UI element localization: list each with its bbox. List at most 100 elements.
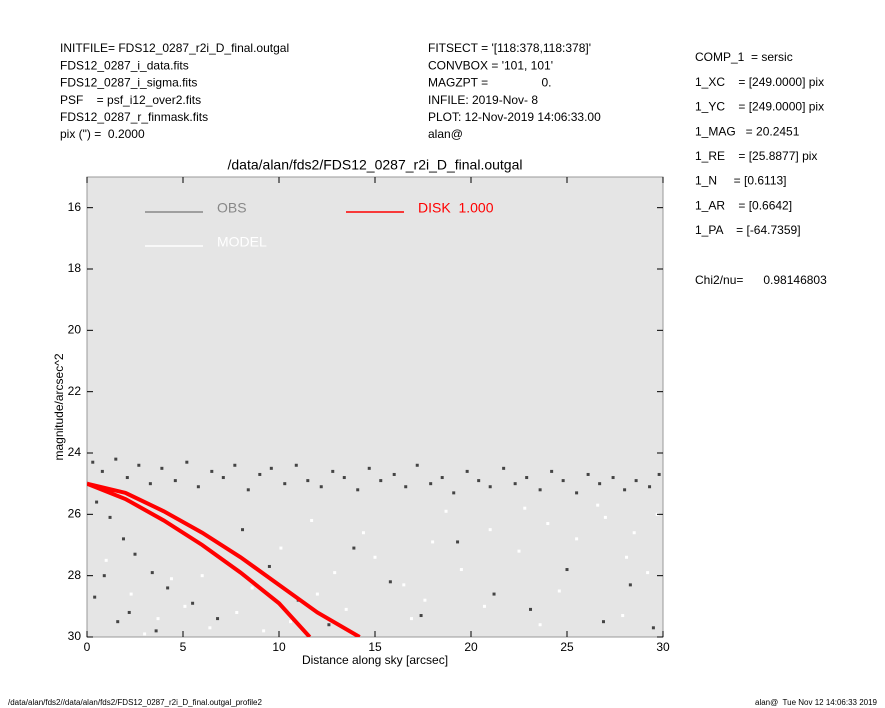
data-point bbox=[621, 614, 625, 618]
data-point bbox=[601, 620, 605, 624]
data-point bbox=[250, 586, 254, 590]
data-point bbox=[465, 469, 469, 473]
data-point bbox=[550, 469, 554, 473]
data-point bbox=[121, 537, 125, 541]
x-tick-label: 5 bbox=[180, 640, 187, 654]
data-point bbox=[419, 614, 423, 618]
data-point bbox=[492, 592, 496, 596]
data-point bbox=[440, 476, 444, 480]
data-point bbox=[565, 568, 569, 572]
data-point bbox=[148, 482, 152, 486]
data-point bbox=[611, 476, 615, 480]
data-point bbox=[404, 485, 408, 489]
data-point bbox=[116, 620, 120, 624]
x-tick-label: 15 bbox=[368, 640, 382, 654]
data-point bbox=[267, 564, 271, 568]
data-point bbox=[575, 537, 579, 541]
data-point bbox=[150, 571, 154, 575]
param-line: 1_PA = [-64.7359] bbox=[695, 223, 801, 237]
data-point bbox=[459, 568, 463, 572]
data-point bbox=[294, 463, 298, 467]
data-point bbox=[651, 626, 655, 630]
data-point bbox=[95, 500, 99, 504]
header-left-line: FDS12_0287_i_data.fits bbox=[60, 58, 189, 72]
data-point bbox=[402, 583, 406, 587]
header-mid-line: INFILE: 2019-Nov- 8 bbox=[428, 93, 538, 107]
data-point bbox=[125, 476, 129, 480]
header-left-line: FDS12_0287_i_sigma.fits bbox=[60, 76, 197, 90]
data-point bbox=[319, 485, 323, 489]
data-point bbox=[156, 617, 160, 621]
y-axis-label: magnitude/arcsec^2 bbox=[52, 353, 66, 460]
data-point bbox=[333, 571, 337, 575]
data-point bbox=[356, 488, 360, 492]
header-mid-line: MAGZPT = 0. bbox=[428, 76, 551, 90]
data-point bbox=[289, 620, 293, 624]
data-point bbox=[388, 580, 392, 584]
data-point bbox=[456, 540, 460, 544]
plot-area bbox=[86, 176, 664, 638]
header-left-line: FDS12_0287_r_finmask.fits bbox=[60, 110, 208, 124]
data-point bbox=[517, 549, 521, 553]
data-point bbox=[575, 491, 579, 495]
data-point bbox=[310, 518, 314, 522]
legend-label: MODEL bbox=[217, 234, 267, 250]
param-line: 1_AR = [0.6642] bbox=[695, 198, 792, 212]
data-point bbox=[392, 472, 396, 476]
data-point bbox=[415, 463, 419, 467]
header-mid-line: CONVBOX = '101, 101' bbox=[428, 58, 553, 72]
data-point bbox=[233, 463, 237, 467]
data-point bbox=[327, 623, 331, 627]
data-point bbox=[513, 482, 517, 486]
y-tick-label: 16 bbox=[68, 200, 82, 214]
plot-marks bbox=[87, 457, 661, 637]
param-line: 1_RE = [25.8877] pix bbox=[695, 149, 817, 163]
data-point bbox=[262, 629, 266, 633]
x-tick-label: 10 bbox=[272, 640, 286, 654]
data-point bbox=[586, 472, 590, 476]
data-point bbox=[361, 531, 365, 535]
data-point bbox=[598, 482, 602, 486]
data-point bbox=[596, 503, 600, 507]
data-point bbox=[657, 472, 661, 476]
legend-label: DISK 1.000 bbox=[418, 200, 494, 216]
data-point bbox=[344, 607, 348, 611]
data-point bbox=[93, 595, 97, 599]
footer-left: /data/alan/fds2//data/alan/fds2/FDS12_02… bbox=[8, 698, 263, 707]
data-point bbox=[210, 469, 214, 473]
chi2: Chi2/nu= 0.98146803 bbox=[695, 273, 827, 287]
header-left-line: INITFILE= FDS12_0287_r2i_D_final.outgal bbox=[60, 41, 289, 55]
data-point bbox=[104, 558, 108, 562]
data-point bbox=[221, 476, 225, 480]
data-point bbox=[429, 482, 433, 486]
param-line: COMP_1 = sersic bbox=[695, 50, 793, 64]
y-tick-label: 24 bbox=[68, 445, 82, 459]
param-line: 1_YC = [249.0000] pix bbox=[695, 100, 824, 114]
data-point bbox=[191, 601, 195, 605]
data-point bbox=[452, 491, 456, 495]
data-point bbox=[216, 617, 220, 621]
data-point bbox=[306, 479, 310, 483]
data-point bbox=[173, 479, 177, 483]
data-point bbox=[258, 472, 262, 476]
data-point bbox=[546, 522, 550, 526]
data-point bbox=[557, 589, 561, 593]
data-point bbox=[200, 574, 204, 578]
data-point bbox=[648, 485, 652, 489]
data-point bbox=[91, 460, 95, 464]
header-mid-line: FITSECT = '[118:378,118:378]' bbox=[428, 41, 591, 55]
data-point bbox=[423, 598, 427, 602]
data-point bbox=[315, 592, 319, 596]
data-point bbox=[235, 610, 239, 614]
data-point bbox=[488, 528, 492, 532]
param-line: 1_XC = [249.0000] pix bbox=[695, 75, 824, 89]
header-left-line: pix (") = 0.2000 bbox=[60, 127, 145, 141]
data-point bbox=[169, 577, 173, 581]
footer-right: alan@ Tue Nov 12 14:06:33 2019 bbox=[755, 698, 878, 707]
data-point bbox=[529, 607, 533, 611]
data-point bbox=[409, 617, 413, 621]
data-point bbox=[342, 476, 346, 480]
data-point bbox=[154, 629, 158, 633]
data-point bbox=[623, 488, 627, 492]
data-point bbox=[269, 466, 273, 470]
